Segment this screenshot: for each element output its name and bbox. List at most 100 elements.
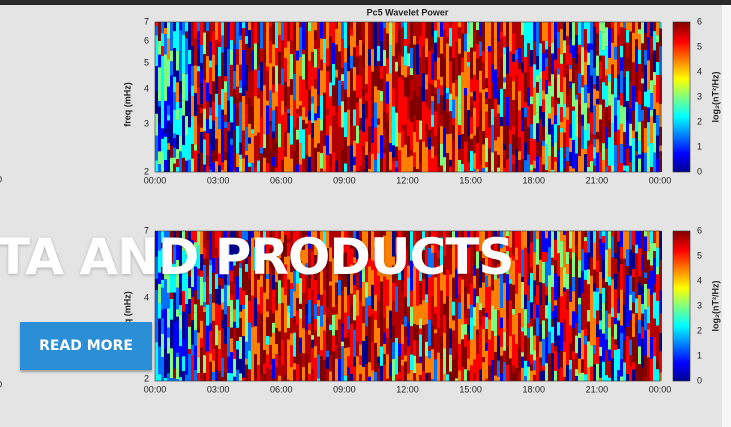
spectrogram-cell	[302, 249, 305, 270]
spectrogram-cell	[554, 99, 557, 116]
spectrogram-cell	[194, 250, 197, 267]
spectrogram-cell	[419, 120, 422, 140]
spectrogram-cell	[623, 362, 626, 381]
spectrogram-cell	[272, 84, 275, 93]
spectrogram-cell	[269, 167, 272, 172]
spectrogram-cell	[167, 242, 170, 255]
spectrogram-cell	[278, 116, 281, 124]
spectrogram-cell	[374, 294, 377, 312]
spectrogram-cell	[386, 150, 389, 172]
spectrogram-cell	[518, 273, 521, 287]
spectrogram-cell	[590, 22, 593, 44]
read-more-button[interactable]: READ MORE	[20, 322, 152, 370]
spectrogram-cell	[473, 168, 476, 172]
spectrogram-cell	[266, 274, 269, 279]
spectrogram-cell	[356, 259, 359, 271]
spectrogram-cell	[356, 366, 359, 381]
spectrogram-cell	[359, 118, 362, 130]
spectrogram-cell	[416, 267, 419, 289]
spectrogram-cell	[359, 344, 362, 356]
spectrogram-cell	[158, 250, 161, 273]
spectrogram-cell	[404, 296, 407, 317]
spectrogram-cell	[188, 91, 191, 121]
spectrogram-cell	[335, 358, 338, 381]
spectrogram-cell	[263, 255, 266, 269]
spectrogram-cell	[401, 365, 404, 381]
spectrogram-cell	[263, 363, 266, 375]
spectrogram-cell	[656, 61, 659, 76]
spectrogram-cell	[335, 242, 338, 255]
spectrogram-cell	[590, 43, 593, 50]
spectrogram-cell	[428, 350, 431, 359]
spectrogram-cell	[161, 231, 164, 243]
spectrogram-cell	[164, 54, 167, 74]
spectrogram-cell	[329, 231, 332, 248]
spectrogram-cell	[227, 356, 230, 373]
spectrogram-cell	[254, 105, 257, 118]
spectrogram-cell	[167, 105, 170, 116]
spectrogram-cell	[161, 33, 164, 47]
spectrogram-cell	[167, 327, 170, 338]
spectrogram-cell	[290, 79, 293, 96]
spectrogram-cell	[410, 260, 413, 291]
spectrogram-cell	[248, 166, 251, 172]
spectrogram-cell	[185, 58, 188, 75]
x-tick-label: 15:00	[459, 175, 482, 185]
spectrogram-cell	[653, 85, 656, 110]
spectrogram-cell	[551, 257, 554, 266]
spectrogram-cell	[506, 73, 509, 97]
spectrogram-cell	[362, 131, 365, 146]
spectrogram-cell	[521, 108, 524, 120]
spectrogram-cell	[473, 359, 476, 373]
spectrogram-cell	[542, 164, 545, 172]
spectrogram-cell	[554, 317, 557, 347]
spectrogram-cell	[173, 241, 176, 265]
spectrogram-cell	[554, 124, 557, 143]
spectrogram-cell	[539, 231, 542, 260]
spectrogram-cell	[206, 325, 209, 352]
spectrogram-cell	[548, 353, 551, 381]
spectrogram-cell	[416, 231, 419, 244]
spectrogram-cell	[632, 85, 635, 111]
spectrogram-cell	[428, 358, 431, 373]
spectrogram-cell	[605, 350, 608, 376]
spectrogram-cell	[623, 77, 626, 107]
spectrogram-cell	[560, 267, 563, 297]
spectrogram-cell	[455, 268, 458, 299]
spectrogram-cell	[599, 377, 602, 381]
spectrogram-cell	[209, 331, 212, 354]
spectrogram-cell	[659, 372, 662, 381]
spectrogram-cell	[383, 332, 386, 344]
spectrogram-cell	[638, 121, 641, 142]
spectrogram-cell	[518, 68, 521, 91]
spectrogram-cell	[398, 258, 401, 281]
spectrogram-cell	[653, 292, 656, 319]
spectrogram-cell	[434, 161, 437, 172]
spectrogram-cell	[329, 324, 332, 331]
spectrogram-cell	[323, 251, 326, 258]
spectrogram-cell	[359, 301, 362, 322]
spectrogram-cell	[515, 247, 518, 256]
spectrogram-cell	[626, 365, 629, 375]
spectrogram-cell	[512, 334, 515, 356]
spectrogram-cell	[530, 309, 533, 319]
spectrogram-cell	[482, 282, 485, 309]
spectrogram-cell	[368, 49, 371, 66]
spectrogram-cell	[260, 287, 263, 314]
spectrogram-cell	[344, 281, 347, 287]
spectrogram-cell	[596, 260, 599, 272]
spectrogram-cell	[464, 286, 467, 311]
spectrogram-cell	[524, 256, 527, 285]
spectrogram-cell	[659, 270, 662, 291]
spectrogram-cell	[548, 113, 551, 119]
spectrogram-cell	[203, 258, 206, 265]
spectrogram-cell	[530, 364, 533, 371]
spectrogram-cell	[359, 355, 362, 365]
spectrogram-cell	[539, 156, 542, 172]
spectrogram-cell	[602, 303, 605, 316]
spectrogram-cell	[482, 62, 485, 90]
spectrogram-cell	[344, 375, 347, 381]
spectrogram-cell	[197, 153, 200, 172]
spectrogram-cell	[314, 113, 317, 121]
spectrogram-cell	[335, 22, 338, 29]
